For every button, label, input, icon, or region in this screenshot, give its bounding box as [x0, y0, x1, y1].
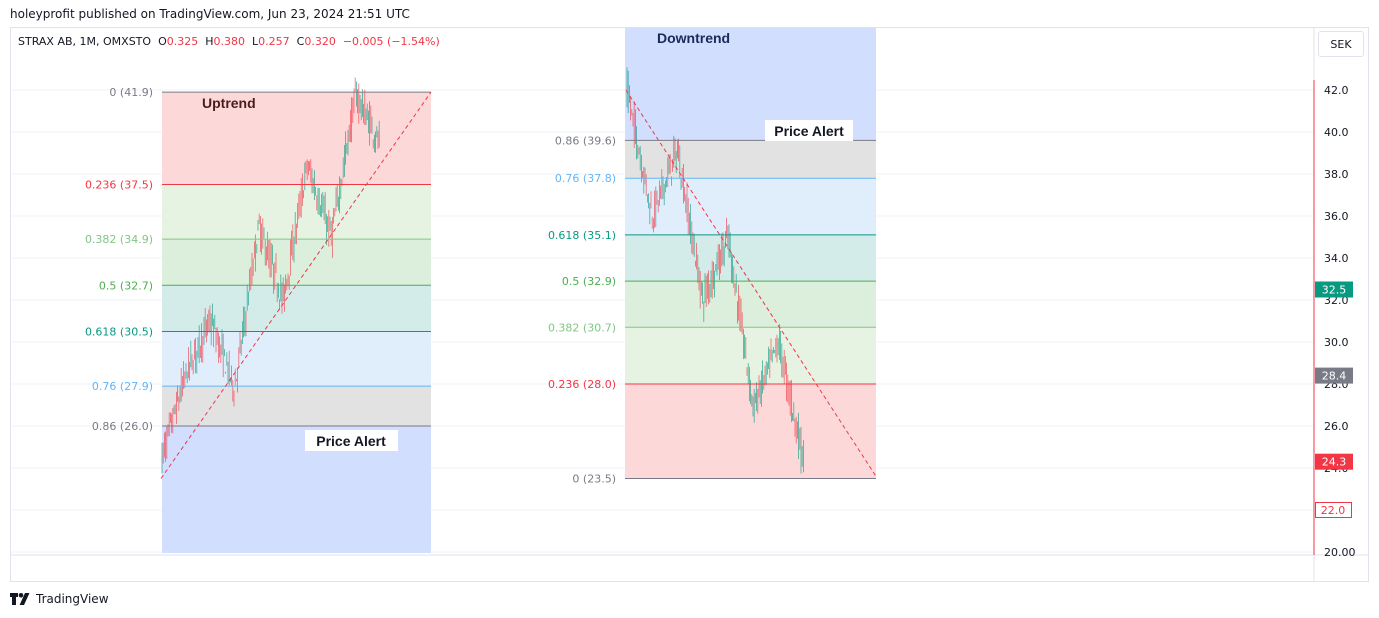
publisher-line: holeyprofit published on TradingView.com…: [10, 7, 410, 21]
fib-level-label: 0 (41.9): [109, 86, 153, 99]
downtrend-title: Downtrend: [657, 30, 730, 46]
y-tick-label: 36.0: [1324, 210, 1349, 223]
price-label-box: [1315, 367, 1353, 384]
fib-zone: [162, 239, 431, 286]
currency-button[interactable]: SEK: [1318, 31, 1364, 57]
fib-level-label: 0.5 (32.9): [562, 275, 616, 288]
y-tick-label: 30.0: [1324, 336, 1349, 349]
fib-level-label: 0.76 (27.9): [92, 380, 153, 393]
open-value: 0.325: [166, 35, 199, 48]
price-label: 32.5: [1322, 284, 1347, 297]
fib-zone: [625, 327, 876, 384]
high-value: 0.380: [213, 35, 246, 48]
fib-zone: [625, 178, 876, 235]
trend-line[interactable]: [160, 91, 432, 479]
price-label: 28.4: [1322, 370, 1347, 383]
fib-level-label: 0.86 (26.0): [92, 420, 153, 433]
close-value: 0.320: [304, 35, 336, 48]
footer-brand[interactable]: TradingView: [10, 592, 109, 606]
price-alert-box[interactable]: [305, 430, 398, 451]
y-tick-label: 40.0: [1324, 126, 1349, 139]
y-tick-label: 34.0: [1324, 252, 1349, 265]
fib-zone: [625, 281, 876, 328]
low-label: L: [252, 35, 259, 48]
high-label: H: [205, 35, 214, 48]
fib-zone: [162, 386, 431, 426]
fib-level-label: 0.382 (30.7): [548, 321, 616, 334]
fib-zone: [625, 140, 876, 179]
fib-level-label: 0.236 (37.5): [85, 179, 153, 192]
y-tick-label: 38.0: [1324, 168, 1349, 181]
change-value: −0.005 (−1.54%): [342, 35, 440, 48]
price-alert-label: Price Alert: [316, 433, 386, 449]
fib-zone: [162, 331, 431, 387]
symbol-name: STRAX AB, 1M, OMXSTO: [18, 35, 152, 48]
overlays: 0 (41.9) 0.236 (37.5) 0.382 (34.9) 0.5 (32.…: [85, 30, 877, 486]
fib-level-label: 0.86 (39.6): [555, 134, 616, 147]
price-axis: 42.040.038.036.034.032.030.028.026.024.0…: [1313, 28, 1356, 582]
fib-level-label: 0.236 (28.0): [548, 378, 616, 391]
price-label-box: [1315, 281, 1353, 298]
close-label: C: [296, 35, 305, 48]
fib-zone: [162, 285, 431, 332]
fib-level-label: 0.618 (30.5): [85, 326, 153, 339]
fib-zone: [625, 234, 876, 282]
y-tick-label: 26.0: [1324, 420, 1349, 433]
fib-level-label: 0.618 (35.1): [548, 229, 616, 242]
tradingview-logo-icon: [10, 593, 30, 605]
symbol-bar: STRAX AB, 1M, OMXSTO O0.325 H0.380 L0.25…: [18, 35, 440, 48]
price-alert-label: Price Alert: [774, 123, 844, 139]
fib-level-label: 0.382 (34.9): [85, 233, 153, 246]
price-label: 22.0: [1321, 504, 1346, 517]
y-tick-label: 20.00: [1324, 546, 1356, 559]
fib-zone: [162, 92, 431, 185]
fib-level-label: 0.5 (32.7): [99, 279, 153, 292]
low-value: 0.257: [258, 35, 290, 48]
fib-level-label: 0 (23.5): [572, 473, 616, 486]
price-label-box: [1315, 502, 1352, 518]
price-label: 24.3: [1322, 456, 1347, 469]
open-label: O: [158, 35, 167, 48]
y-tick-label: 42.0: [1324, 84, 1349, 97]
fib-zones: [162, 28, 876, 553]
price-alert-box[interactable]: [765, 120, 853, 141]
chart-frame: [10, 27, 1369, 582]
candles: [161, 67, 804, 474]
price-label-box: [1315, 453, 1353, 470]
footer-brand-label: TradingView: [36, 592, 109, 606]
fib-level-label: 0.76 (37.8): [555, 172, 616, 185]
uptrend-title: Uptrend: [202, 95, 256, 111]
